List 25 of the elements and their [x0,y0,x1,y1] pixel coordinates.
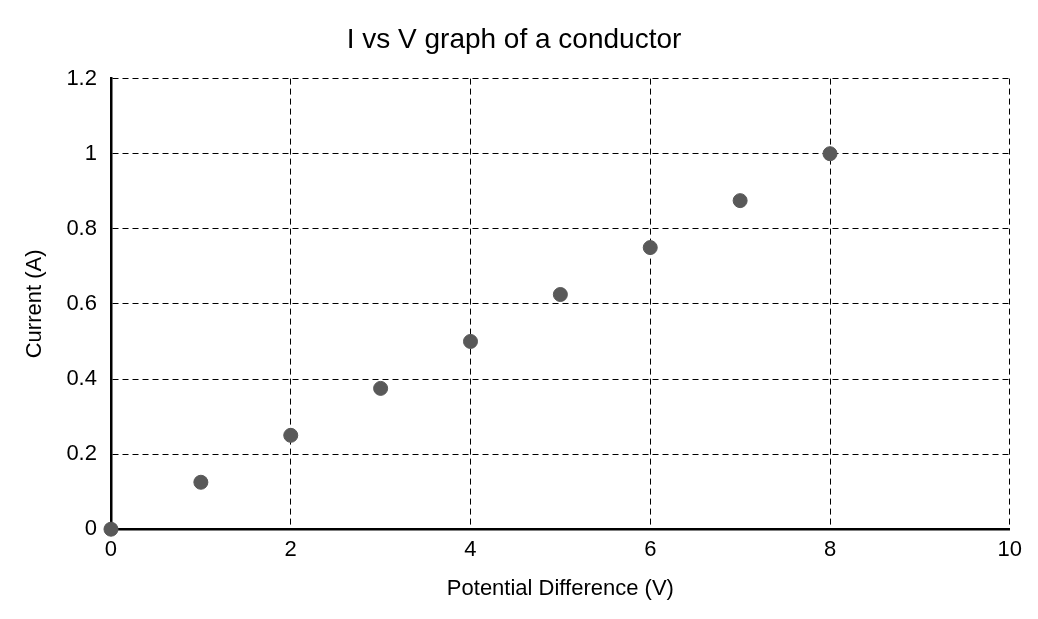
point [193,474,209,490]
x-tick-label: 0 [104,536,118,562]
y-tick-label: 1 [84,139,97,165]
y-tick-label: 0.2 [66,440,97,466]
y-tick-label: 0.4 [66,365,97,391]
point [283,427,299,443]
y-tick-label: 0 [84,515,97,541]
point [552,287,568,303]
y-axis-title: Current (A) [21,249,47,359]
point [373,380,389,396]
x-tick-label: 4 [464,536,477,562]
point [103,521,119,537]
x-tick-label: 10 [997,536,1023,562]
y-tick-label: 0.8 [66,214,97,240]
x-axis-title: Potential Difference (V) [446,574,674,600]
y-tick-label: 1.2 [66,64,97,90]
point [642,240,658,256]
point [732,193,748,209]
x-tick-label: 2 [284,536,297,562]
x-tick-label: 6 [644,536,657,562]
point [463,333,478,349]
chart-title: I vs V graph of a conductor [346,22,682,54]
point [822,146,838,162]
y-tick-label: 0.6 [66,289,97,315]
x-tick-label: 8 [823,536,837,562]
